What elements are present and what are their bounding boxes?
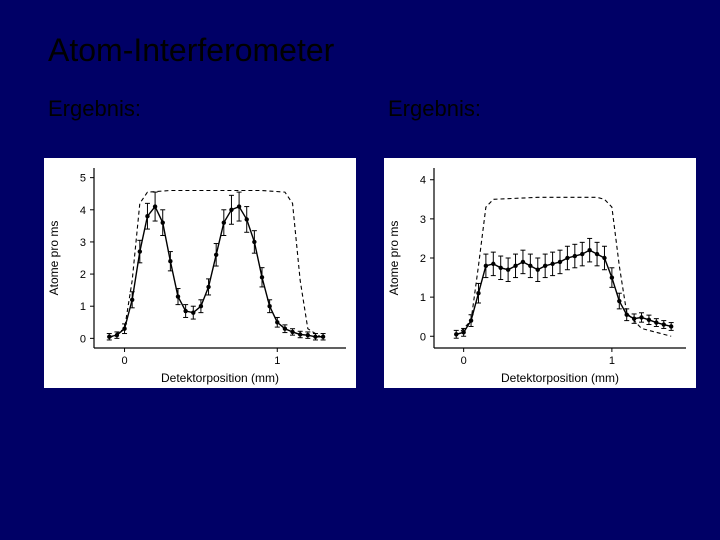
svg-text:4: 4 — [80, 205, 86, 217]
svg-text:Detektorposition (mm): Detektorposition (mm) — [161, 371, 279, 385]
right-subtitle: Ergebnis: — [388, 96, 481, 122]
svg-text:5: 5 — [80, 173, 86, 185]
chart-svg: 0 1 2 3 4 5 0 1 Detektorposition (mm) Atome pro m… — [44, 158, 356, 388]
svg-text:1: 1 — [80, 301, 86, 313]
svg-text:1: 1 — [609, 355, 615, 367]
svg-text:3: 3 — [420, 214, 426, 226]
left-chart: 0 1 2 3 4 5 0 1 Detektorposition (mm) Atome pro m… — [44, 158, 356, 388]
svg-text:2: 2 — [80, 269, 86, 281]
slide-title: Atom-Interferometer — [48, 32, 334, 69]
svg-text:2: 2 — [420, 253, 426, 265]
svg-text:3: 3 — [80, 237, 86, 249]
svg-text:Atome pro ms: Atome pro ms — [387, 221, 401, 296]
slide: Atom-Interferometer Ergebnis: Ergebnis: … — [0, 0, 720, 540]
svg-text:0: 0 — [121, 355, 127, 367]
left-subtitle: Ergebnis: — [48, 96, 141, 122]
svg-text:1: 1 — [420, 292, 426, 304]
right-chart: 0 1 2 3 4 0 1 Detektorposition (mm) Atome pro ms — [384, 158, 696, 388]
svg-text:Detektorposition (mm): Detektorposition (mm) — [501, 371, 619, 385]
chart-svg: 0 1 2 3 4 0 1 Detektorposition (mm) Atome pro ms — [384, 158, 696, 388]
svg-text:0: 0 — [461, 355, 467, 367]
svg-text:0: 0 — [80, 333, 86, 345]
svg-text:Atome pro ms: Atome pro ms — [47, 221, 61, 296]
svg-text:1: 1 — [274, 355, 280, 367]
svg-text:4: 4 — [420, 175, 426, 187]
svg-text:0: 0 — [420, 331, 426, 343]
